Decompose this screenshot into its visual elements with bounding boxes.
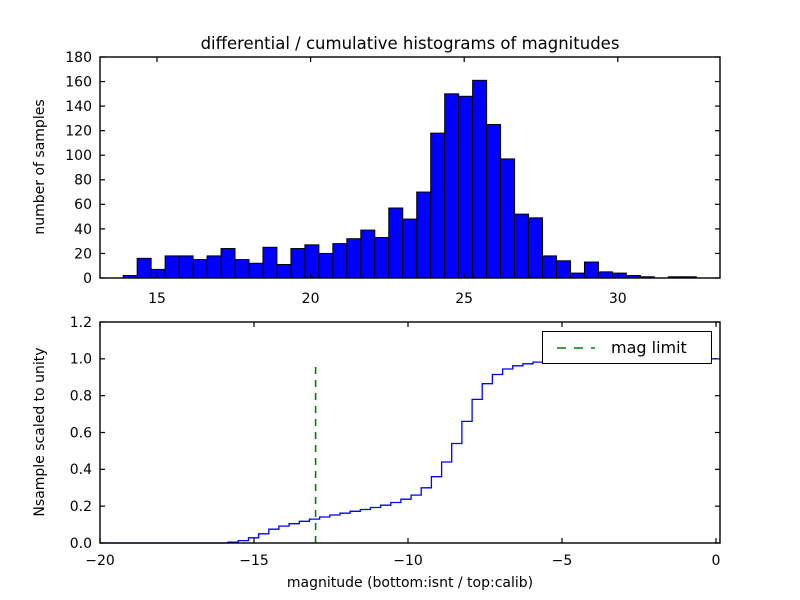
histogram-bar	[276, 263, 292, 279]
histogram-bar	[528, 217, 544, 279]
tick-label: 20	[302, 291, 320, 307]
figure-title: differential / cumulative histograms of …	[200, 34, 620, 53]
tick-label: 0.8	[70, 389, 92, 405]
histogram-bar	[430, 132, 446, 279]
legend-box: mag limit	[542, 331, 712, 364]
histogram-bar	[486, 124, 502, 279]
tick-label: 1.2	[70, 315, 92, 331]
axes-spines	[99, 56, 721, 279]
tick-label: 160	[65, 74, 92, 90]
histogram-bar	[555, 260, 571, 279]
histogram-bar	[458, 95, 474, 279]
tick-label: 0.2	[70, 499, 92, 515]
histogram-bar	[248, 262, 264, 279]
histogram-bar	[192, 259, 208, 279]
histogram-bar	[150, 268, 166, 279]
histogram-bar	[416, 191, 432, 279]
tick-label: 20	[74, 246, 92, 262]
histogram-bar	[234, 259, 250, 279]
histogram-bar	[164, 255, 180, 279]
tick-label: 180	[65, 50, 92, 66]
histogram-bar	[318, 252, 334, 279]
histogram-bar	[569, 272, 585, 279]
histogram-bar	[500, 158, 516, 279]
histogram-bar	[360, 229, 376, 279]
histogram-bar	[388, 207, 404, 279]
histogram-bar	[597, 271, 613, 279]
top-y-axis-label: number of samples	[32, 99, 48, 235]
histogram-bar	[542, 255, 557, 279]
histogram-bar	[220, 248, 236, 279]
histogram-bar	[444, 93, 460, 279]
x-axis-label: magnitude (bottom:isnt / top:calib)	[286, 575, 534, 591]
histogram-bar	[514, 213, 530, 279]
tick-label: 25	[455, 291, 473, 307]
histogram-bar	[374, 236, 390, 279]
tick-label: −10	[393, 553, 423, 569]
tick-label: 100	[65, 148, 92, 164]
tick-label: 0.0	[70, 536, 92, 552]
histogram-bar	[262, 246, 278, 279]
bottom-y-axis-label: Nsample scaled to unity	[32, 347, 48, 517]
histogram-bar	[290, 248, 306, 279]
histogram-bar	[136, 257, 152, 279]
histogram-bar	[332, 243, 348, 279]
histogram-bar	[346, 238, 362, 279]
tick-label: 40	[74, 222, 92, 238]
tick-label: −5	[552, 553, 573, 569]
tick-label: 1.0	[70, 352, 92, 368]
cumulative-curve	[100, 358, 717, 544]
tick-label: −15	[239, 553, 269, 569]
legend-label: mag limit	[611, 338, 687, 357]
tick-label: 15	[148, 291, 166, 307]
tick-label: 0	[712, 553, 721, 569]
tick-label: 30	[609, 291, 627, 307]
tick-label: 0	[83, 271, 92, 287]
histogram-bar	[206, 255, 222, 279]
histogram-bar	[178, 255, 194, 279]
histogram-bar	[472, 79, 488, 279]
tick-label: −20	[85, 553, 115, 569]
histogram-bar	[304, 244, 320, 279]
legend-dashed-line-icon	[557, 346, 595, 349]
histogram-bar	[611, 272, 627, 279]
tick-label: 120	[65, 124, 92, 140]
tick-label: 0.4	[70, 462, 92, 478]
tick-label: 60	[74, 197, 92, 213]
tick-label: 140	[65, 99, 92, 115]
tick-label: 0.6	[70, 425, 92, 441]
histogram-bar	[583, 261, 599, 279]
histogram-bar	[402, 218, 418, 279]
tick-label: 80	[74, 173, 92, 189]
